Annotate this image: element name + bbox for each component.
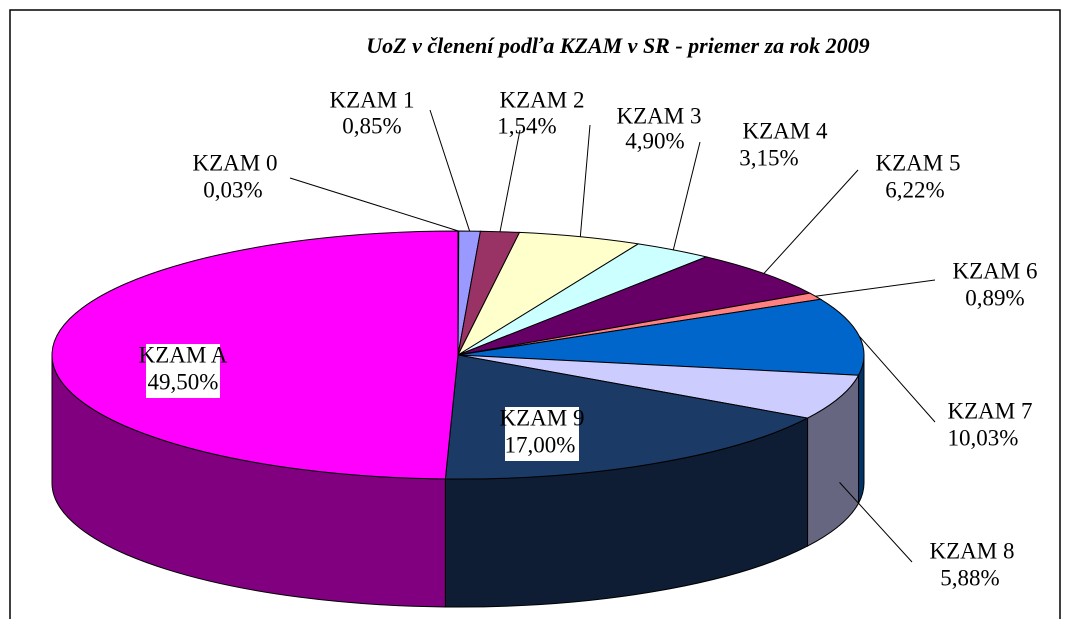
slice-value-label: 6,22%: [885, 177, 944, 202]
leader-line: [815, 279, 936, 297]
slice-value-label: 17,00%: [505, 432, 576, 457]
leader-line: [429, 109, 471, 232]
leader-line: [289, 177, 459, 232]
leader-line: [579, 124, 591, 237]
slice-value-label: 10,03%: [948, 425, 1019, 450]
slice-label: KZAM 3: [617, 103, 702, 128]
slice-value-label: 0,03%: [203, 177, 262, 202]
label-background: [505, 407, 579, 461]
slice-value-label: 3,15%: [739, 145, 798, 170]
slice-label: KZAM 7: [948, 398, 1033, 423]
slice-label: KZAM 2: [500, 87, 585, 112]
slice-label: KZAM 8: [930, 538, 1015, 563]
label-background: [146, 344, 220, 398]
leader-line: [499, 129, 521, 232]
leader-line: [839, 482, 913, 563]
slice-value-label: 0,85%: [342, 113, 401, 138]
slice-value-label: 4,90%: [625, 128, 684, 153]
chart-title: UoZ v členení podľa KZAM v SR - priemer …: [366, 33, 869, 58]
slice-value-label: 0,89%: [965, 285, 1024, 310]
slice-label: KZAM A: [139, 342, 228, 367]
slice-label: KZAM 0: [193, 150, 278, 175]
slice: [457, 354, 860, 419]
slice-value-label: 1,54%: [497, 113, 556, 138]
slice-value-label: 49,50%: [148, 369, 219, 394]
slice-label: KZAM 6: [953, 258, 1038, 283]
leader-line: [859, 336, 936, 423]
slice-value-label: 5,88%: [940, 565, 999, 590]
slice-label: KZAM 1: [330, 87, 415, 112]
leader-line: [672, 141, 701, 250]
leader-line: [763, 169, 859, 274]
slice-label: KZAM 5: [876, 150, 961, 175]
slice-label: KZAM 9: [500, 405, 585, 430]
slice: [51, 230, 459, 480]
slice: [457, 298, 865, 376]
slice-side: [858, 354, 865, 504]
slice: [457, 256, 812, 356]
slice-label: KZAM 4: [743, 118, 828, 143]
